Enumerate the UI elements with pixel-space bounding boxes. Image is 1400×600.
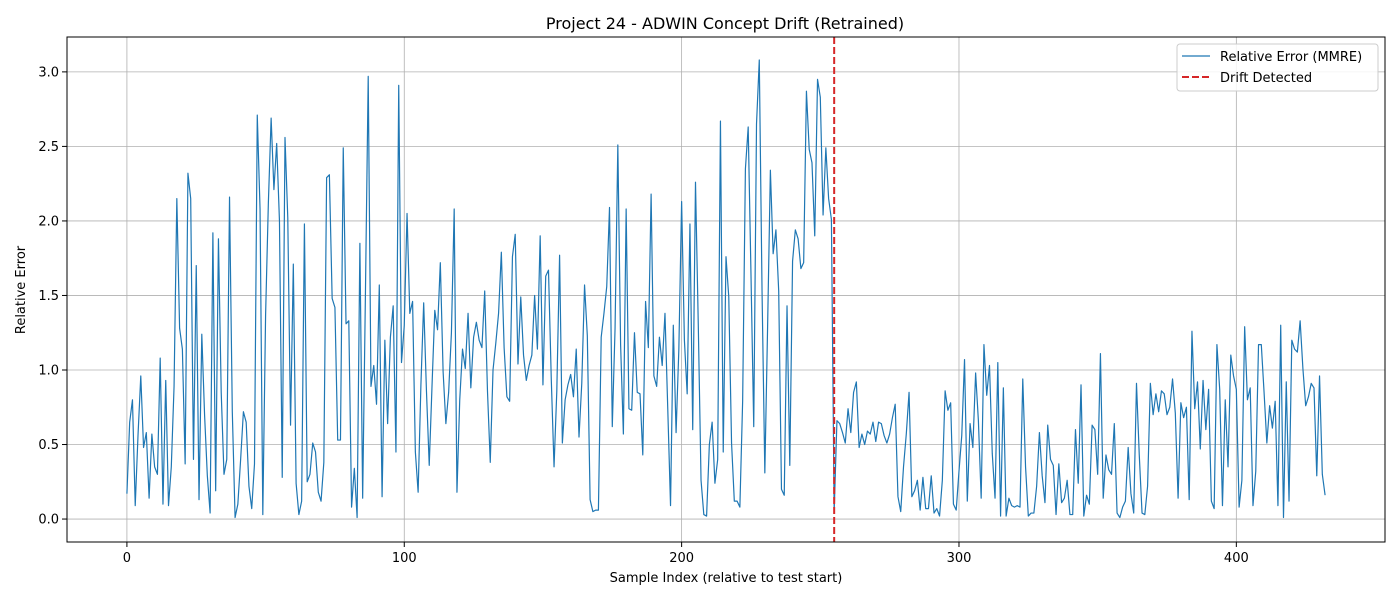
y-tick-label: 0.0 xyxy=(38,513,59,528)
legend-label-error: Relative Error (MMRE) xyxy=(1220,50,1362,65)
x-tick-label: 300 xyxy=(947,551,972,566)
series-line-relative-error xyxy=(126,59,1326,519)
y-tick-label: 2.0 xyxy=(38,214,59,229)
x-tick-label: 200 xyxy=(669,551,694,566)
y-tick-label: 0.5 xyxy=(38,438,59,453)
grid-lines xyxy=(67,37,1385,542)
plot-area xyxy=(126,37,1326,542)
x-tick-label: 0 xyxy=(123,551,131,566)
y-tick-label: 1.5 xyxy=(38,289,59,304)
x-axis-label: Sample Index (relative to test start) xyxy=(610,571,843,586)
y-tick-label: 2.5 xyxy=(38,140,59,155)
legend-label-drift: Drift Detected xyxy=(1220,71,1312,86)
y-tick-label: 3.0 xyxy=(38,65,59,80)
axes-frame xyxy=(66,36,1386,543)
x-axis-ticks: 0 100 200 300 400 xyxy=(123,542,1249,566)
y-tick-label: 1.0 xyxy=(38,363,59,378)
legend-box xyxy=(1176,43,1379,92)
x-tick-label: 100 xyxy=(392,551,417,566)
chart-title: Project 24 - ADWIN Concept Drift (Retrai… xyxy=(546,14,904,33)
legend: Relative Error (MMRE) Drift Detected xyxy=(1176,43,1379,92)
y-axis-label: Relative Error xyxy=(14,245,29,334)
y-axis-ticks: 0.0 0.5 1.0 1.5 2.0 2.5 3.0 xyxy=(38,65,67,528)
x-tick-label: 400 xyxy=(1224,551,1249,566)
